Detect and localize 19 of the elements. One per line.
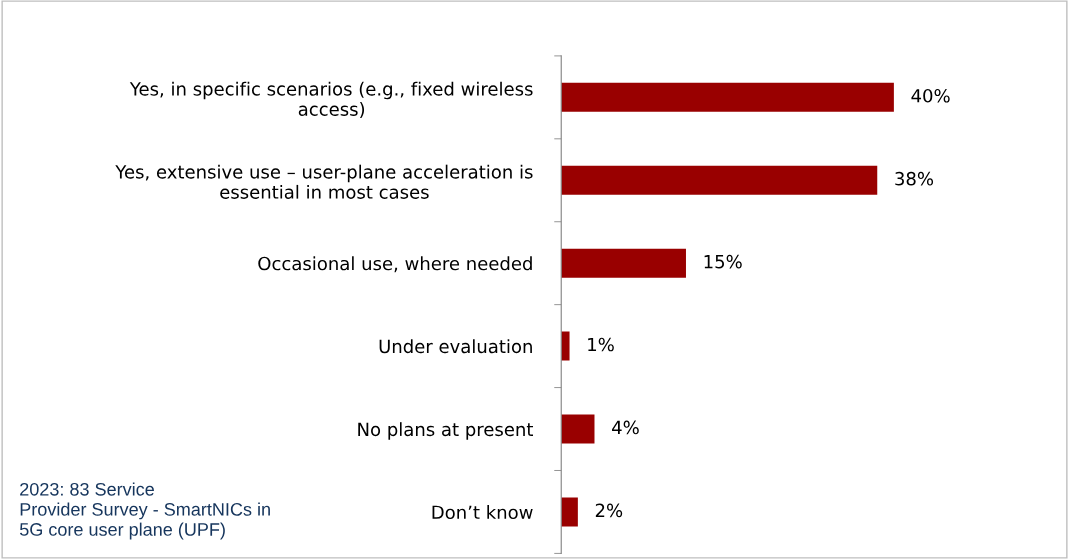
bar [561,331,570,361]
bar [561,414,595,444]
data-label: 4% [612,420,639,435]
data-label: 2% [595,503,623,518]
y-tick-label: Under evaluation [379,339,532,354]
bar [561,165,878,195]
y-tick-label: Occasional use, where needed [258,256,532,273]
y-tick-label: Yes, in specific scenarios (e.g., fixed wireless access) [129,81,533,119]
bar [561,82,894,112]
data-label: 38% [895,171,934,186]
data-label: 40% [911,88,950,103]
data-label: 15% [704,254,742,269]
text: 2023: 83 Service Provider Survey - SmartNICs in 5G core user plane (UPF) [19,482,270,540]
y-tick-label: Yes, extensive use – user-plane acceleration is essential in most cases [115,164,533,199]
data-label: 1% [588,337,614,352]
y-tick-label: No plans at present [358,422,534,440]
y-tick-label: Don’t know [432,505,533,520]
bar [561,497,578,527]
bar [561,248,686,278]
